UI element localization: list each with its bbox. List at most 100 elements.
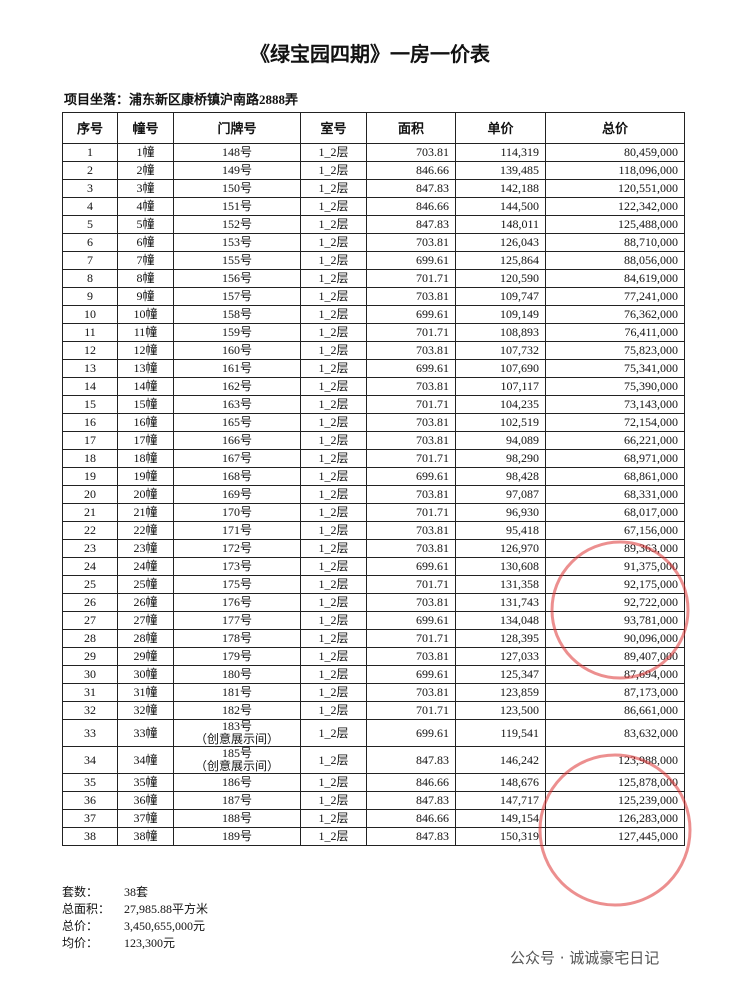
table-cell: 189号 [173, 827, 301, 846]
table-cell: 16幢 [117, 413, 174, 432]
table-cell: 703.81 [366, 287, 456, 306]
header-cell: 序号 [62, 112, 118, 144]
table-cell: 1_2层 [300, 575, 367, 594]
table-cell: 144,500 [455, 197, 546, 216]
header-cell: 单价 [455, 112, 546, 144]
table-cell: 21幢 [117, 503, 174, 522]
table-cell: 127,033 [455, 647, 546, 666]
table-cell: 15幢 [117, 395, 174, 414]
table-cell: 17幢 [117, 431, 174, 450]
summary-label: 总价： [62, 919, 99, 933]
table-cell: 7 [62, 251, 118, 270]
table-cell: 701.71 [366, 701, 456, 720]
table-cell: 130,608 [455, 557, 546, 576]
table-cell: 176号 [173, 593, 301, 612]
summary-value: 38套 [124, 885, 149, 899]
table-cell: 109,747 [455, 287, 546, 306]
table-cell: 32 [62, 701, 118, 720]
table-cell: 108,893 [455, 323, 546, 342]
stamp-circle [538, 753, 692, 907]
table-cell: 703.81 [366, 521, 456, 540]
table-cell: 155号 [173, 251, 301, 270]
table-cell: 3幢 [117, 179, 174, 198]
summary-value: 3,450,655,000元 [124, 919, 206, 933]
table-cell: 177号 [173, 611, 301, 630]
table-cell: 86,661,000 [545, 701, 685, 720]
table-cell: 1_2层 [300, 269, 367, 288]
table-cell: 1_2层 [300, 719, 367, 747]
table-cell: 15 [62, 395, 118, 414]
table-cell: 1_2层 [300, 395, 367, 414]
table-cell: 84,619,000 [545, 269, 685, 288]
table-cell: 27幢 [117, 611, 174, 630]
table-cell: 68,971,000 [545, 449, 685, 468]
table-cell: 1_2层 [300, 611, 367, 630]
table-cell: 1_2层 [300, 233, 367, 252]
table-cell: 1_2层 [300, 179, 367, 198]
table-cell: 150,319 [455, 827, 546, 846]
table-cell: 73,143,000 [545, 395, 685, 414]
table-cell: 1_2层 [300, 431, 367, 450]
table-cell: 703.81 [366, 233, 456, 252]
table-cell: 1_2层 [300, 161, 367, 180]
table-cell: 699.61 [366, 665, 456, 684]
table-cell: 172号 [173, 539, 301, 558]
table-cell: 846.66 [366, 161, 456, 180]
summary-value: 27,985.88平方米 [124, 902, 209, 916]
table-cell: 186号 [173, 773, 301, 792]
table-cell: 699.61 [366, 611, 456, 630]
table-cell: 12 [62, 341, 118, 360]
table-cell: 19 [62, 467, 118, 486]
table-cell: 76,411,000 [545, 323, 685, 342]
table-cell: 125,864 [455, 251, 546, 270]
table-cell: 153号 [173, 233, 301, 252]
cell-line: 183号 [221, 719, 252, 733]
table-cell: 1_2层 [300, 413, 367, 432]
table-cell: 148号 [173, 143, 301, 162]
table-cell: 701.71 [366, 395, 456, 414]
table-cell: 98,428 [455, 467, 546, 486]
table-row: 18 18幢 167号 1_2层 701.71 98,290 68,971,000 [62, 449, 685, 468]
table-cell: 68,017,000 [545, 503, 685, 522]
table-cell: 131,358 [455, 575, 546, 594]
location-label: 项目坐落： [64, 92, 130, 107]
table-cell: 169号 [173, 485, 301, 504]
table-cell: 77,241,000 [545, 287, 685, 306]
table-cell: 846.66 [366, 197, 456, 216]
table-cell: 14幢 [117, 377, 174, 396]
table-cell: 1_2层 [300, 287, 367, 306]
table-cell: 6 [62, 233, 118, 252]
table-cell: 701.71 [366, 269, 456, 288]
table-cell: 68,861,000 [545, 467, 685, 486]
summary-value: 123,300元 [124, 936, 176, 950]
table-cell: 5幢 [117, 215, 174, 234]
table-cell: 94,089 [455, 431, 546, 450]
table-cell: 28幢 [117, 629, 174, 648]
table-cell: 72,154,000 [545, 413, 685, 432]
table-row: 24 24幢 173号 1_2层 699.61 130,608 91,375,000 [62, 557, 685, 576]
table-cell: 173号 [173, 557, 301, 576]
table-cell: 18 [62, 449, 118, 468]
table-cell: 16 [62, 413, 118, 432]
summary-line: 套数： 38套 [62, 884, 208, 901]
table-cell: 38 [62, 827, 118, 846]
table-cell: 7幢 [117, 251, 174, 270]
table-cell: 75,341,000 [545, 359, 685, 378]
table-cell: 152号 [173, 215, 301, 234]
table-cell: 147,717 [455, 791, 546, 810]
table-cell: 1_2层 [300, 701, 367, 720]
table-cell: 38幢 [117, 827, 174, 846]
table-cell: 165号 [173, 413, 301, 432]
table-cell: 847.83 [366, 746, 456, 774]
table-cell: 703.81 [366, 377, 456, 396]
price-table: 序号 幢号 门牌号 室号 面积 单价 总价 1 1幢 148号 1_2层 703.81 114,319… [62, 112, 685, 846]
table-cell: 703.81 [366, 413, 456, 432]
table-cell: 847.83 [366, 215, 456, 234]
table-cell: 1_2层 [300, 215, 367, 234]
table-cell: 181号 [173, 683, 301, 702]
table-cell: 180号 [173, 665, 301, 684]
table-cell: 1_2层 [300, 485, 367, 504]
table-cell: 14 [62, 377, 118, 396]
table-cell: 22幢 [117, 521, 174, 540]
header-cell: 总价 [545, 112, 685, 144]
